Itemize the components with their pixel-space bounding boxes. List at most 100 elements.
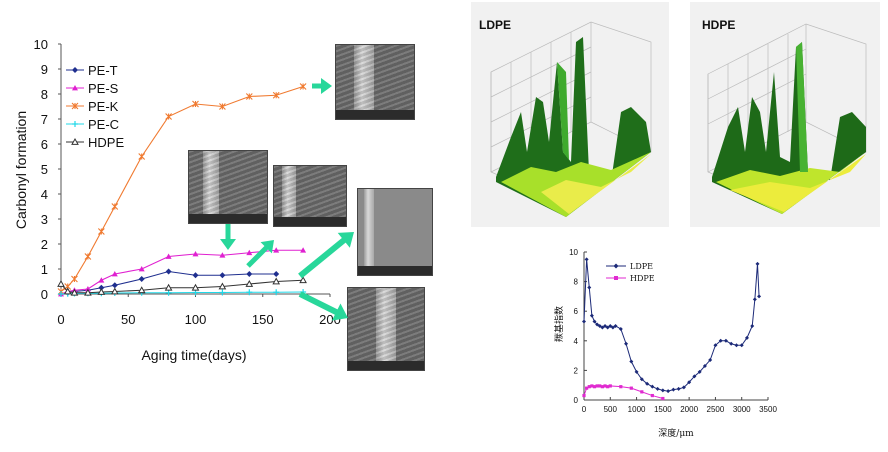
data-point-ldpe — [608, 324, 613, 328]
data-point-hdpe — [97, 287, 106, 295]
ldpe-surface-graphic — [490, 21, 652, 217]
data-point-pe-t — [246, 271, 253, 277]
right-x-tick-label: 1000 — [628, 405, 646, 414]
data-point-hdpe — [598, 384, 602, 388]
data-point-ldpe — [624, 341, 629, 346]
left-y-tick-label: 10 — [34, 37, 48, 52]
data-point-ldpe — [666, 389, 671, 394]
data-point-pe-s — [165, 253, 172, 259]
data-point-hdpe — [661, 396, 665, 401]
hdpe-surface-label: HDPE — [702, 18, 736, 32]
data-point-pe-k — [192, 100, 199, 108]
data-point-pe-c — [273, 289, 280, 296]
data-point-pe-k — [219, 103, 226, 110]
data-point-ldpe — [757, 294, 762, 299]
left-y-tick-label: 4 — [41, 187, 48, 202]
data-point-pe-t — [111, 282, 118, 289]
data-point-pe-t — [219, 272, 226, 279]
data-point-ldpe — [752, 297, 757, 302]
sem-image-pe-k — [335, 44, 415, 120]
sem-image-hdpe — [347, 287, 425, 371]
right-x-tick-label: 2500 — [707, 405, 725, 414]
data-point-hdpe — [57, 279, 65, 287]
left-chart-xlabel: Aging time(days) — [141, 347, 246, 363]
data-point-hdpe — [585, 386, 589, 390]
left-y-tick-label: 2 — [41, 237, 48, 252]
legend-marker-hdpe — [71, 137, 79, 145]
data-point-ldpe — [750, 324, 755, 328]
right-x-tick-label: 3500 — [759, 405, 777, 414]
ldpe-surface-label: LDPE — [479, 18, 512, 32]
right-chart-legend: LDPE HDPE — [606, 262, 655, 283]
legend-label-hdpe: HDPE — [88, 135, 124, 150]
arrow-to-pe-c-image — [298, 232, 354, 279]
data-point-ldpe — [723, 338, 728, 343]
data-point-pe-s — [138, 266, 145, 272]
data-point-ldpe — [589, 313, 594, 318]
left-y-tick-label: 5 — [41, 162, 48, 177]
data-point-pe-s — [300, 247, 307, 253]
left-y-tick-label: 0 — [41, 287, 48, 302]
data-point-ldpe — [676, 386, 681, 391]
right-y-tick-label: 6 — [574, 307, 579, 316]
legend-marker-hdpe — [614, 276, 618, 280]
data-point-hdpe — [63, 287, 72, 295]
arrow-to-pe-s-image-2 — [246, 240, 274, 268]
data-point-ldpe — [697, 369, 702, 374]
data-point-ldpe — [600, 325, 605, 330]
data-point-ldpe — [702, 363, 707, 368]
data-point-ldpe — [613, 324, 618, 328]
data-point-ldpe — [744, 335, 749, 340]
data-point-pe-s — [192, 251, 199, 257]
right-x-tick-label: 0 — [582, 405, 587, 414]
data-point-hdpe — [606, 385, 610, 389]
data-point-pe-k — [245, 93, 253, 100]
data-point-ldpe — [739, 343, 744, 348]
right-y-tick-label: 2 — [574, 366, 579, 375]
data-point-ldpe — [587, 285, 592, 290]
data-point-pe-s — [246, 249, 253, 256]
data-point-ldpe — [734, 343, 739, 348]
data-point-hdpe — [245, 279, 254, 287]
arrow-to-hdpe-image — [298, 291, 348, 321]
right-x-tick-label: 3000 — [733, 405, 751, 414]
left-chart-series — [57, 83, 307, 297]
data-point-pe-s — [273, 247, 280, 253]
hdpe-surface-plot: HDPE — [690, 2, 880, 227]
legend-marker-pe-s — [72, 85, 78, 91]
left-y-tick-label: 1 — [41, 262, 48, 277]
data-point-pe-k — [84, 253, 92, 260]
data-point-ldpe — [595, 322, 600, 327]
data-point-ldpe — [634, 369, 639, 374]
right-y-tick-label: 10 — [569, 248, 578, 257]
right-x-tick-label: 2000 — [680, 405, 698, 414]
data-point-pe-k — [299, 83, 307, 90]
data-point-pe-k — [272, 91, 280, 99]
data-point-hdpe — [640, 390, 644, 394]
data-point-hdpe — [299, 276, 307, 284]
data-point-pe-c — [246, 289, 253, 296]
data-point-pe-t — [192, 272, 199, 279]
data-point-pe-c — [165, 289, 172, 296]
data-point-ldpe — [655, 386, 660, 391]
data-point-hdpe — [84, 288, 92, 296]
right-chart-ylabel: 羰基指数 — [553, 306, 565, 342]
data-point-hdpe — [608, 384, 612, 388]
data-point-pe-s — [111, 271, 118, 277]
data-point-ldpe — [692, 374, 697, 379]
sem-image-pe-c — [357, 188, 433, 276]
right-y-tick-label: 8 — [574, 278, 579, 287]
data-point-ldpe — [645, 381, 650, 386]
data-point-ldpe — [713, 343, 718, 348]
data-point-pe-t — [138, 276, 145, 282]
sem-image-pe-s-2 — [273, 165, 347, 227]
data-point-pe-k — [97, 228, 105, 235]
data-point-ldpe — [582, 319, 586, 324]
right-y-tick-label: 4 — [574, 337, 579, 346]
data-point-pe-t — [98, 284, 105, 291]
data-point-pe-k — [71, 275, 78, 283]
data-point-ldpe — [584, 257, 589, 262]
left-chart-legend: PE-T PE-S PE-K PE-C HDPE — [66, 63, 124, 150]
data-point-hdpe — [191, 283, 200, 291]
